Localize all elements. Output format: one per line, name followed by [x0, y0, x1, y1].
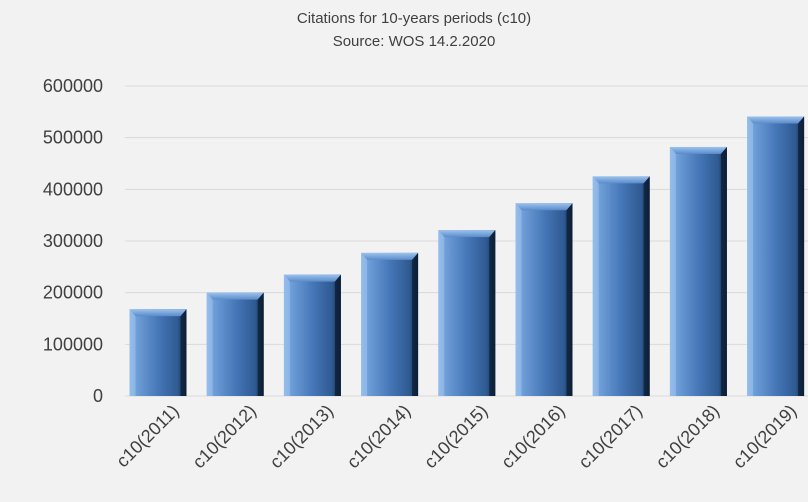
bar-bevel	[257, 292, 264, 396]
bar	[747, 116, 805, 396]
x-tick-label: c10(2018)	[652, 401, 723, 472]
chart-subtitle: Source: WOS 14.2.2020	[333, 33, 496, 50]
y-tick-label: 200000	[43, 283, 103, 303]
y-tick-label: 300000	[43, 231, 103, 251]
bar-body	[438, 230, 496, 396]
chart-title: Citations for 10-years periods (c10)	[297, 10, 531, 27]
x-axis-labels: c10(2011) c10(2012) c10(2013) c10(2014) c10(…	[112, 401, 800, 472]
bar	[129, 309, 187, 396]
y-tick-label: 600000	[43, 76, 103, 96]
y-tick-label: 0	[93, 386, 103, 406]
bar-bevel	[669, 146, 727, 154]
bar-bevel	[129, 309, 136, 396]
bar-bevel	[669, 146, 676, 396]
bar-body	[129, 309, 187, 396]
bar-bevel	[747, 116, 805, 124]
bar-body	[592, 176, 650, 396]
bar	[669, 146, 727, 396]
bar-bevel	[643, 176, 650, 396]
bars	[129, 116, 805, 396]
x-tick-label: c10(2019)	[729, 401, 800, 472]
bar-bevel	[283, 274, 290, 396]
x-tick-label: c10(2013)	[266, 401, 337, 472]
bar-bevel	[592, 176, 599, 396]
bar-bevel	[592, 176, 650, 184]
bar-bevel	[566, 203, 573, 396]
y-axis-ticks: 0 100000 200000 300000 400000 500000 600000	[43, 76, 103, 406]
bar-bevel	[720, 146, 727, 396]
bar	[283, 274, 341, 396]
bar-bevel	[206, 292, 264, 300]
bar-bevel	[334, 274, 341, 396]
bar-bevel	[515, 203, 573, 211]
bar-bevel	[515, 203, 522, 396]
bar-bevel	[798, 116, 805, 396]
bar-bevel	[438, 230, 445, 396]
x-tick-label: c10(2011)	[112, 401, 183, 472]
bar-body	[361, 252, 419, 396]
bar-bevel	[747, 116, 754, 396]
bar-bevel	[180, 309, 187, 396]
bar-bevel	[283, 274, 341, 282]
bar-bevel	[206, 292, 213, 396]
bar-bevel	[129, 309, 187, 317]
bar-bevel	[489, 230, 496, 396]
bar-body	[283, 274, 341, 396]
y-tick-label: 400000	[43, 179, 103, 199]
bar	[206, 292, 264, 396]
x-tick-label: c10(2017)	[575, 401, 646, 472]
bar	[361, 252, 419, 396]
x-tick-label: c10(2012)	[189, 401, 260, 472]
x-tick-label: c10(2014)	[343, 401, 414, 472]
bar-body	[515, 203, 573, 396]
bar-body	[747, 116, 805, 396]
bar-body	[206, 292, 264, 396]
y-tick-label: 500000	[43, 128, 103, 148]
bar-bevel	[361, 252, 368, 396]
x-tick-label: c10(2015)	[420, 401, 491, 472]
x-tick-label: c10(2016)	[497, 401, 568, 472]
y-tick-label: 100000	[43, 334, 103, 354]
bar-bevel	[438, 230, 496, 238]
bar-bevel	[412, 252, 419, 396]
bar	[515, 203, 573, 396]
bar-bevel	[361, 252, 419, 260]
bar	[592, 176, 650, 396]
bar	[438, 230, 496, 396]
bar-body	[669, 146, 727, 396]
